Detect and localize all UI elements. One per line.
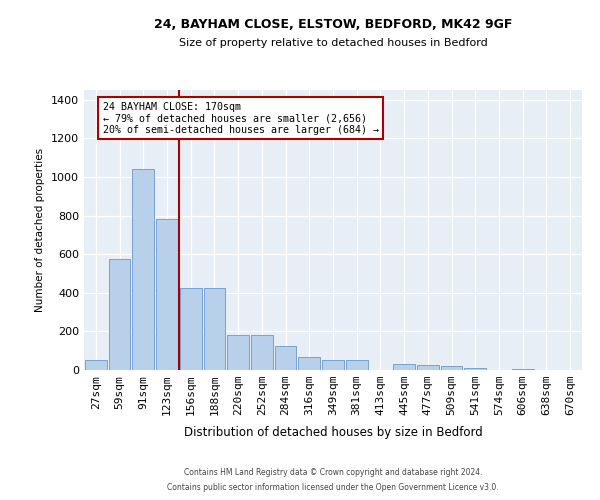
Bar [85,360,107,370]
Text: Contains HM Land Registry data © Crown copyright and database right 2024.: Contains HM Land Registry data © Crown c… [184,468,482,477]
Text: Distribution of detached houses by size in Bedford: Distribution of detached houses by size … [184,426,482,439]
Text: 24, BAYHAM CLOSE, ELSTOW, BEDFORD, MK42 9GF: 24, BAYHAM CLOSE, ELSTOW, BEDFORD, MK42 … [154,18,512,30]
Bar [251,335,273,370]
Text: Size of property relative to detached houses in Bedford: Size of property relative to detached ho… [179,38,487,48]
Bar [417,365,439,370]
Bar [346,360,368,370]
Bar [109,259,130,370]
Bar [322,360,344,370]
Text: 24 BAYHAM CLOSE: 170sqm
← 79% of detached houses are smaller (2,656)
20% of semi: 24 BAYHAM CLOSE: 170sqm ← 79% of detache… [103,102,379,135]
Bar [440,366,463,370]
Text: Contains public sector information licensed under the Open Government Licence v3: Contains public sector information licen… [167,483,499,492]
Bar [180,288,202,370]
Bar [156,220,178,370]
Bar [133,169,154,370]
Bar [275,346,296,370]
Bar [298,358,320,370]
Bar [512,369,533,370]
Bar [203,288,226,370]
Bar [464,368,486,370]
Y-axis label: Number of detached properties: Number of detached properties [35,148,46,312]
Bar [227,335,249,370]
Bar [393,364,415,370]
